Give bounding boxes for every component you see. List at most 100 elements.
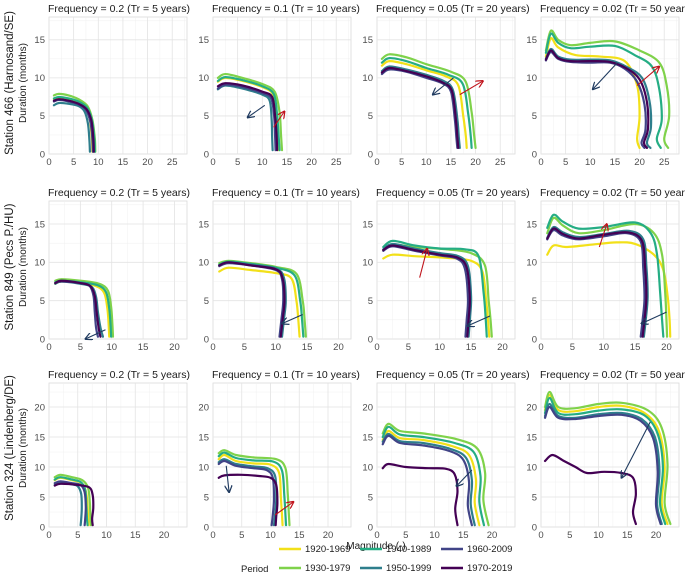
x-tick-label: 10 bbox=[106, 342, 117, 353]
x-tick-label: 10 bbox=[598, 342, 609, 353]
shift-arrow-red bbox=[598, 224, 607, 248]
x-tick-label: 5 bbox=[71, 157, 76, 168]
series-line-1930-1979 bbox=[380, 53, 477, 150]
legend-label-1930-1979: 1930-1979 bbox=[305, 563, 350, 574]
x-tick-label: 25 bbox=[167, 157, 178, 168]
x-tick-label: 10 bbox=[257, 157, 268, 168]
x-tick-label: 0 bbox=[374, 530, 379, 541]
panel-title: Frequency = 0.2 (Tr = 5 years) bbox=[48, 187, 190, 199]
y-tick-label: 0 bbox=[40, 522, 45, 533]
x-tick-label: 15 bbox=[610, 157, 621, 168]
y-tick-label: 10 bbox=[526, 462, 537, 473]
x-tick-label: 5 bbox=[235, 157, 240, 168]
x-tick-label: 20 bbox=[142, 157, 153, 168]
series-line-1970-2019 bbox=[382, 244, 471, 338]
x-tick-label: 5 bbox=[242, 342, 247, 353]
panel-r2-c4: 0 5 10 15 20 0 5 10 15 Frequency = 0.02 (Tr = 50 … bbox=[526, 187, 685, 353]
series-line-1920-1969 bbox=[381, 429, 481, 527]
y-tick-label: 15 bbox=[34, 35, 45, 46]
y-axis-title-1: Duration (months) bbox=[18, 43, 29, 123]
y-tick-label: 0 bbox=[204, 149, 209, 160]
shift-arrow-red bbox=[274, 502, 293, 516]
series-line-1940-1989 bbox=[217, 451, 288, 527]
series-line-1940-1989 bbox=[382, 239, 488, 338]
x-tick-label: 0 bbox=[538, 342, 543, 353]
y-tick-label: 0 bbox=[368, 522, 373, 533]
x-tick-label: 20 bbox=[306, 157, 317, 168]
series-line-1950-1999 bbox=[52, 101, 92, 153]
x-tick-label: 5 bbox=[570, 342, 575, 353]
y-tick-label: 0 bbox=[204, 334, 209, 345]
x-tick-label: 5 bbox=[567, 530, 572, 541]
series-line-1930-1979 bbox=[543, 390, 672, 526]
x-tick-label: 0 bbox=[374, 342, 379, 353]
y-tick-label: 20 bbox=[34, 402, 45, 413]
x-tick-label: 10 bbox=[93, 157, 104, 168]
x-tick-label: 25 bbox=[495, 157, 506, 168]
series-line-1960-2009 bbox=[216, 83, 277, 152]
shift-arrow-blue bbox=[456, 469, 473, 486]
series-line-1950-1999 bbox=[382, 242, 473, 338]
y-tick-label: 20 bbox=[362, 402, 373, 413]
y-tick-label: 0 bbox=[368, 149, 373, 160]
series-line-1970-2019 bbox=[216, 82, 279, 152]
y-tick-label: 15 bbox=[362, 35, 373, 46]
y-tick-label: 15 bbox=[362, 432, 373, 443]
x-tick-label: 10 bbox=[265, 530, 276, 541]
series-line-1940-1989 bbox=[543, 396, 667, 526]
series-line-1950-1999 bbox=[543, 402, 663, 526]
y-tick-label: 15 bbox=[198, 219, 209, 230]
x-tick-label: 0 bbox=[210, 157, 215, 168]
panel-r3-c3: 0 5 10 15 20 0 5 10 15 20 Frequency = 0.05 (Tr = 2… bbox=[362, 369, 529, 541]
y-tick-label: 5 bbox=[204, 111, 209, 122]
y-tick-label: 15 bbox=[362, 219, 373, 230]
panel-r2-c1: 0 5 10 15 20 0 5 10 15 Frequency = 0.2 (Tr = 5 ye… bbox=[34, 187, 190, 353]
series-line-1940-1989 bbox=[216, 76, 281, 152]
x-tick-label: 5 bbox=[78, 342, 83, 353]
shift-arrow-red bbox=[419, 249, 428, 278]
panel-title: Frequency = 0.05 (Tr = 20 years) bbox=[376, 369, 530, 381]
series-line-1970-2019 bbox=[54, 279, 102, 338]
y-tick-label: 0 bbox=[532, 149, 537, 160]
panel-title: Frequency = 0.1 (Tr = 10 years) bbox=[212, 3, 360, 15]
x-tick-label: 5 bbox=[399, 157, 404, 168]
x-tick-label: 15 bbox=[294, 530, 305, 541]
panel-title: Frequency = 0.1 (Tr = 10 years) bbox=[212, 369, 360, 381]
x-tick-label: 20 bbox=[497, 342, 508, 353]
y-tick-label: 5 bbox=[368, 296, 373, 307]
x-tick-label: 15 bbox=[458, 530, 469, 541]
x-tick-label: 15 bbox=[118, 157, 129, 168]
y-tick-label: 5 bbox=[532, 296, 537, 307]
panel-background bbox=[48, 382, 188, 528]
panel-title: Frequency = 0.05 (Tr = 20 years) bbox=[376, 3, 530, 15]
shift-arrow-red bbox=[636, 66, 659, 86]
shift-arrow-blue bbox=[85, 329, 106, 339]
series-line-1960-2009 bbox=[217, 459, 276, 527]
series-line-1960-2009 bbox=[53, 480, 87, 527]
x-tick-label: 20 bbox=[333, 342, 344, 353]
y-tick-label: 5 bbox=[532, 111, 537, 122]
legend: Period 1920-1969 1930-1979 1940-1989 1950-1… bbox=[241, 544, 512, 575]
legend-title: Period bbox=[241, 564, 268, 575]
series-line-1950-1999 bbox=[381, 432, 476, 527]
series-line-1970-2019 bbox=[544, 49, 650, 150]
shift-arrow-red bbox=[273, 111, 285, 128]
panel-title: Frequency = 0.05 (Tr = 20 years) bbox=[376, 187, 530, 199]
y-tick-label: 15 bbox=[526, 35, 537, 46]
x-tick-label: 20 bbox=[159, 530, 170, 541]
shift-arrow-blue bbox=[593, 62, 618, 90]
panel-r2-c2: 0 5 10 15 20 0 5 10 15 Frequency = 0.1 (Tr = 10 y… bbox=[198, 187, 359, 353]
legend-label-1950-1999: 1950-1999 bbox=[386, 563, 431, 574]
shift-arrow-blue bbox=[248, 104, 266, 117]
x-tick-label: 0 bbox=[538, 530, 543, 541]
x-tick-label: 15 bbox=[302, 342, 313, 353]
series-line-1970-2019 bbox=[543, 453, 637, 526]
y-tick-label: 10 bbox=[198, 462, 209, 473]
series-line-1930-1979 bbox=[217, 449, 291, 527]
y-axis-title-3: Duration (months) bbox=[18, 408, 29, 488]
series-line-1920-1969 bbox=[382, 253, 491, 338]
y-tick-label: 5 bbox=[40, 492, 45, 503]
row-title-1: Station 466 (Harnosand/SE) bbox=[4, 11, 16, 155]
x-tick-label: 10 bbox=[429, 530, 440, 541]
x-tick-label: 0 bbox=[374, 157, 379, 168]
